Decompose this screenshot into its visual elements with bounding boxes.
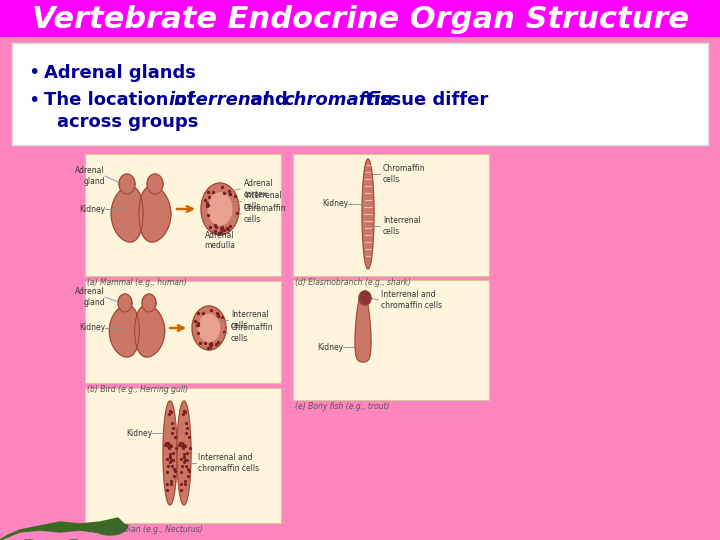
Text: The location of: The location of [44,91,201,109]
Polygon shape [359,291,371,305]
FancyBboxPatch shape [0,0,720,37]
FancyBboxPatch shape [12,43,708,145]
Text: •: • [28,64,40,83]
Text: across groups: across groups [57,113,199,131]
Text: chromaffin: chromaffin [283,91,394,109]
Polygon shape [147,174,163,194]
Text: Vertebrate Endocrine Organ Structure: Vertebrate Endocrine Organ Structure [32,4,688,33]
Text: Chromaffin
cells: Chromaffin cells [231,323,274,343]
Text: Kidney: Kidney [126,429,152,437]
Polygon shape [163,401,177,505]
Text: and: and [244,91,294,109]
Text: Interrenal and
chromaffin cells: Interrenal and chromaffin cells [198,453,259,472]
Polygon shape [362,159,374,269]
Text: Chromaffin
cells: Chromaffin cells [383,164,426,184]
Text: Adrenal
gland: Adrenal gland [76,287,105,307]
Text: Kidney: Kidney [79,323,105,333]
FancyBboxPatch shape [85,388,281,523]
Text: Kidney: Kidney [79,205,105,213]
Polygon shape [92,525,128,535]
Polygon shape [111,186,143,242]
Text: (d) Elasmobranch (e.g., shark): (d) Elasmobranch (e.g., shark) [295,278,411,287]
Text: Interrenal
cells: Interrenal cells [383,217,420,235]
Text: Interrenal
cells: Interrenal cells [231,310,269,330]
Polygon shape [355,292,371,362]
Polygon shape [139,186,171,242]
Text: Interrenal
cells: Interrenal cells [244,191,282,211]
Text: Interrenal and
chromaffin cells: Interrenal and chromaffin cells [381,291,442,310]
Text: •: • [28,91,40,110]
Polygon shape [135,305,165,357]
Polygon shape [142,294,156,312]
Text: (a) Mammal (e.g., human): (a) Mammal (e.g., human) [87,278,187,287]
Polygon shape [201,183,239,235]
Text: Adrenal glands: Adrenal glands [44,64,196,82]
Polygon shape [0,518,125,540]
Polygon shape [109,305,139,357]
Text: Adrenal
gland: Adrenal gland [76,166,105,186]
Polygon shape [199,314,220,342]
Text: (c) Amphibian (e.g., Necturus): (c) Amphibian (e.g., Necturus) [87,525,203,534]
Text: Adrenal
cortex: Adrenal cortex [244,179,274,199]
Text: (e) Bony fish (e.g., trout): (e) Bony fish (e.g., trout) [295,402,390,411]
FancyBboxPatch shape [293,280,489,400]
Text: (b) Bird (e.g., Herring gull): (b) Bird (e.g., Herring gull) [87,385,188,394]
Text: Kidney: Kidney [322,199,348,208]
Polygon shape [118,294,132,312]
Polygon shape [119,174,135,194]
Text: Adrenal
medulla: Adrenal medulla [204,231,235,251]
FancyBboxPatch shape [85,281,281,383]
Polygon shape [192,306,226,350]
Text: Kidney: Kidney [317,342,343,352]
FancyBboxPatch shape [85,154,281,276]
Polygon shape [208,193,232,225]
Text: Chromaffin
cells: Chromaffin cells [244,204,287,224]
Polygon shape [177,401,191,505]
Text: interrenal: interrenal [168,91,270,109]
FancyBboxPatch shape [293,154,489,276]
Text: tissue differ: tissue differ [359,91,488,109]
